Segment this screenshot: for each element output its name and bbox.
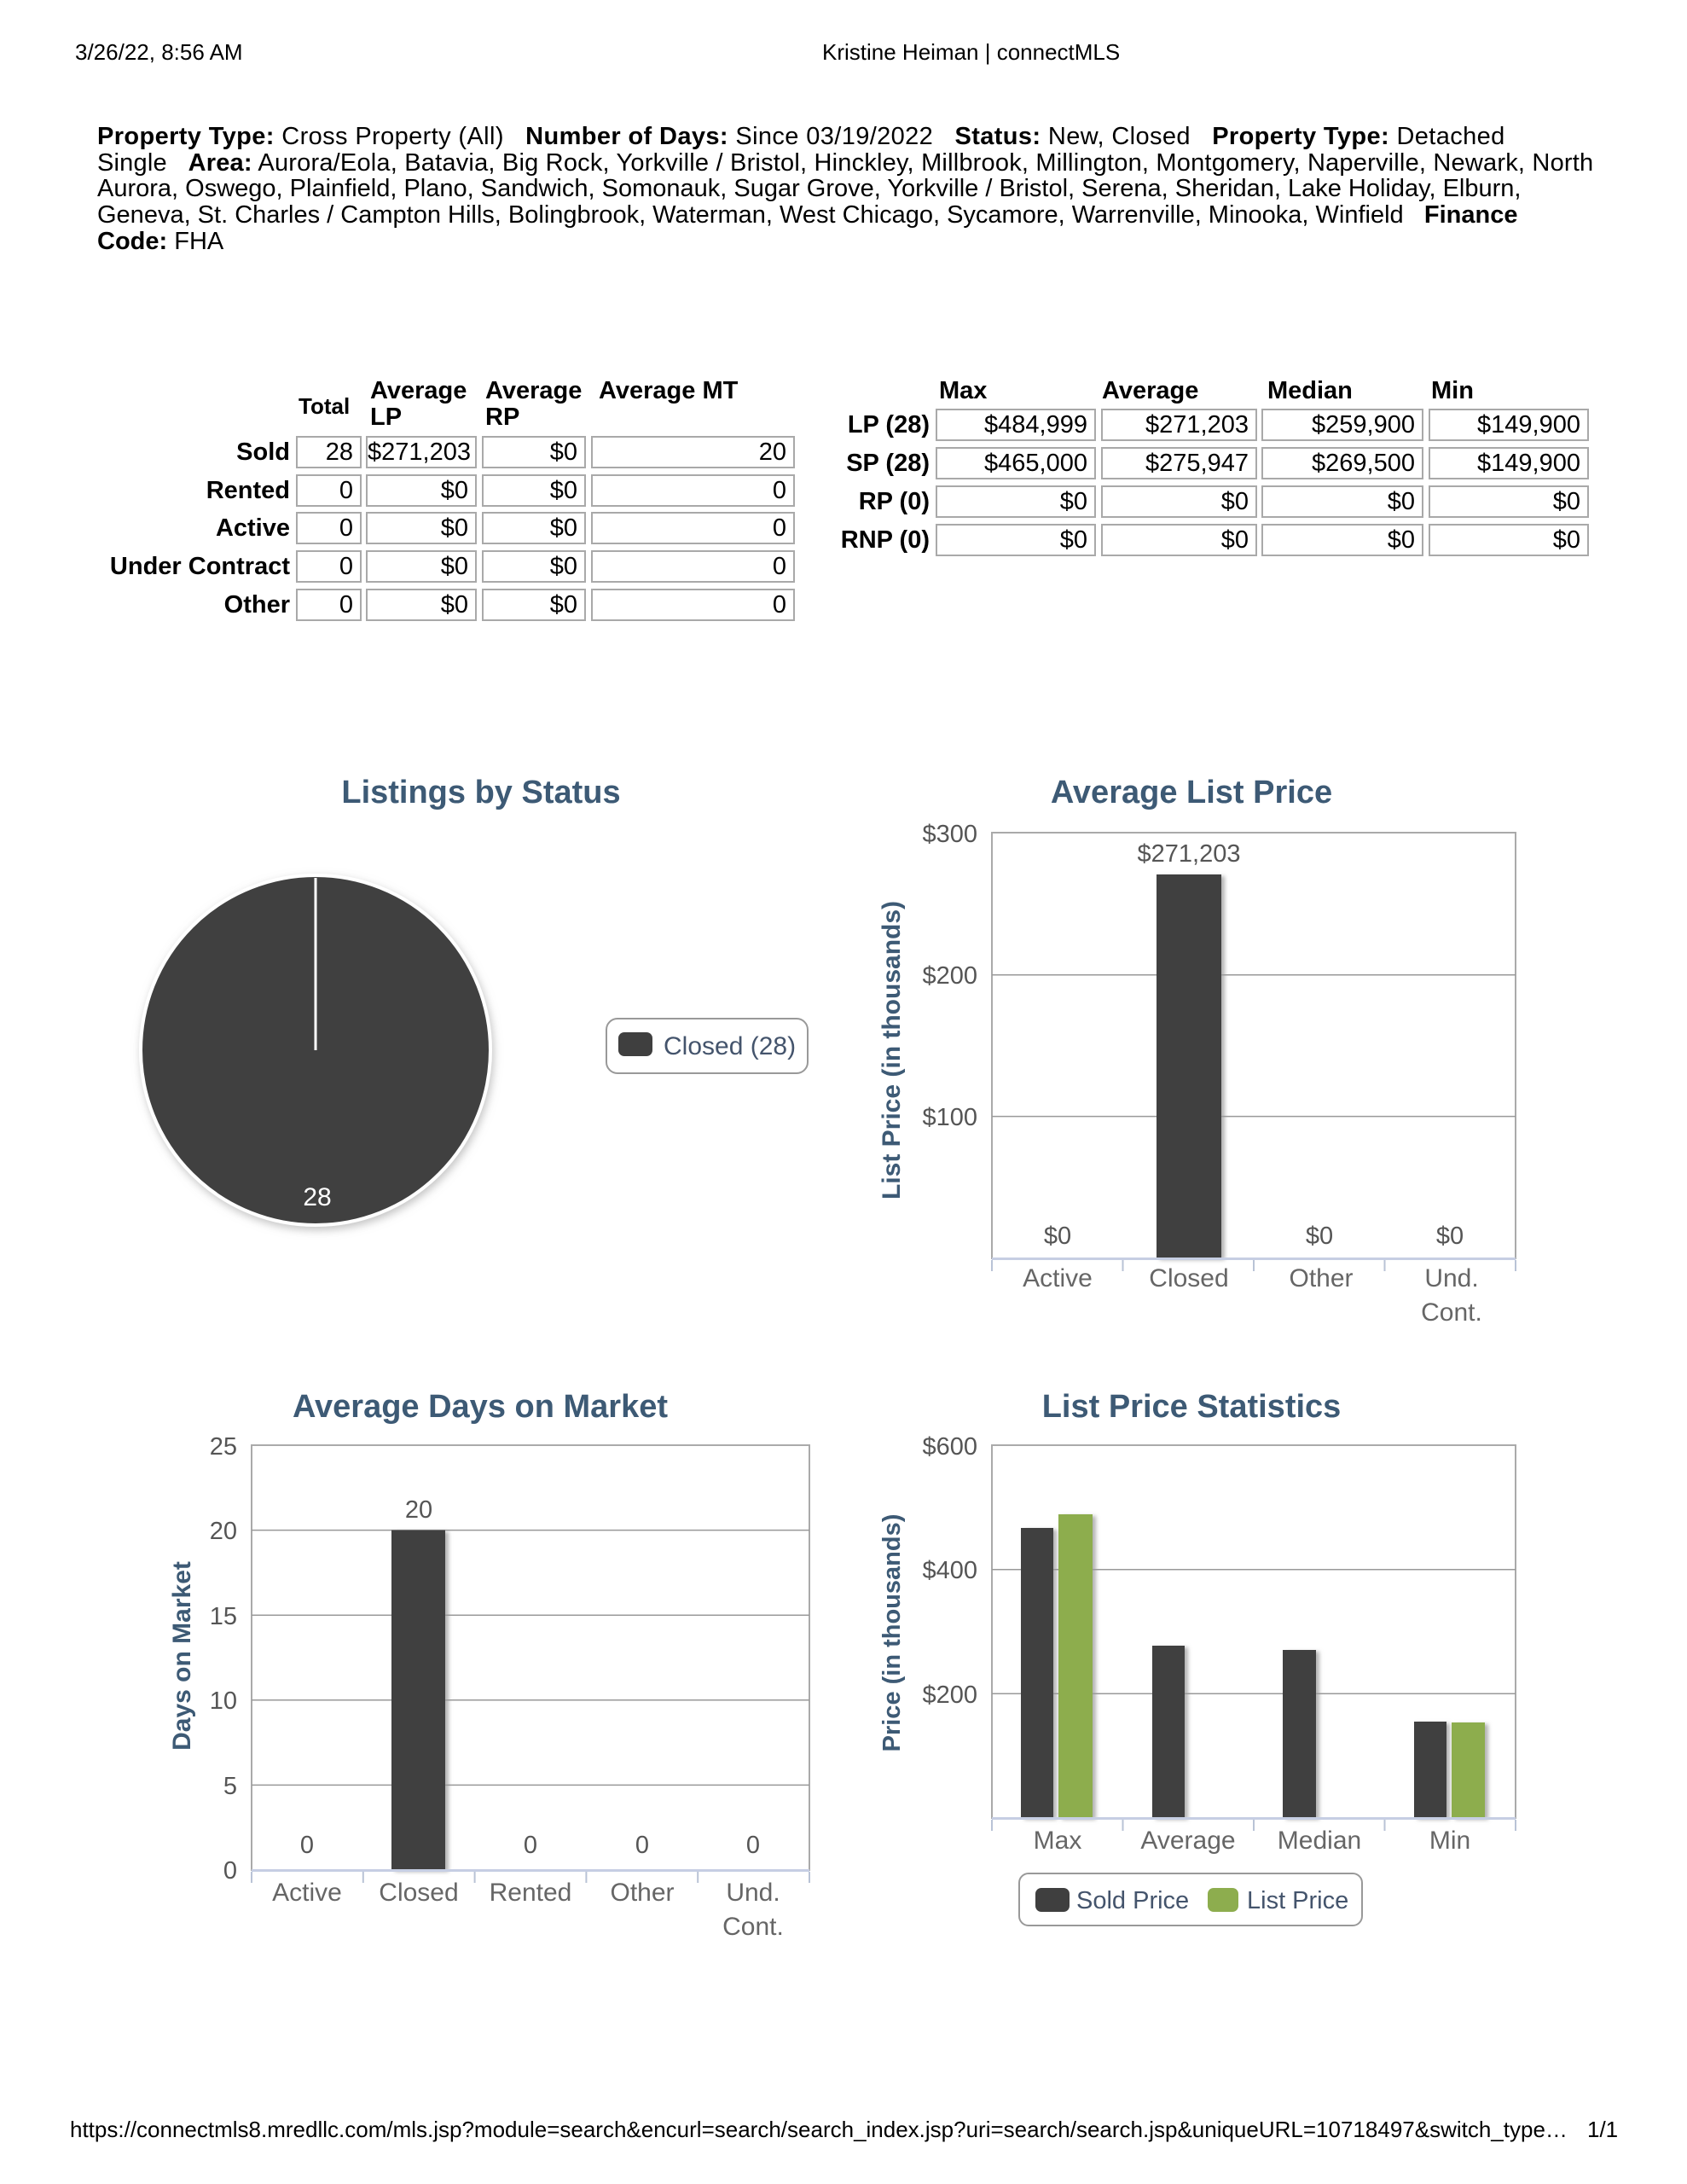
svg-text:10: 10 xyxy=(210,1687,237,1715)
svg-text:Cont.: Cont. xyxy=(1421,1298,1482,1327)
svg-text:0: 0 xyxy=(635,1832,649,1859)
svg-text:0: 0 xyxy=(524,1832,537,1859)
svg-text:List Price (in thousands): List Price (in thousands) xyxy=(878,901,906,1199)
svg-text:Und.: Und. xyxy=(1424,1264,1478,1292)
svg-text:0: 0 xyxy=(223,1857,237,1885)
svg-text:Closed: Closed xyxy=(379,1879,458,1907)
svg-text:25: 25 xyxy=(210,1433,237,1461)
svg-text:Rented: Rented xyxy=(490,1879,572,1907)
svg-text:$0: $0 xyxy=(1306,1223,1333,1250)
svg-text:Active: Active xyxy=(1023,1264,1093,1292)
svg-text:Closed: Closed xyxy=(1149,1264,1228,1292)
svg-text:$400: $400 xyxy=(922,1557,977,1584)
svg-text:15: 15 xyxy=(210,1603,237,1630)
svg-text:28: 28 xyxy=(303,1183,331,1211)
svg-text:$600: $600 xyxy=(922,1433,977,1461)
svg-text:Other: Other xyxy=(1289,1264,1353,1292)
svg-text:$100: $100 xyxy=(922,1104,977,1131)
svg-text:Days on Market: Days on Market xyxy=(168,1561,196,1751)
svg-text:0: 0 xyxy=(746,1832,760,1859)
svg-text:Other: Other xyxy=(610,1879,674,1907)
svg-text:Active: Active xyxy=(272,1879,342,1907)
svg-text:$200: $200 xyxy=(922,1682,977,1709)
svg-text:Average List Price: Average List Price xyxy=(1051,775,1332,810)
svg-text:$200: $200 xyxy=(922,962,977,990)
svg-text:Closed (28): Closed (28) xyxy=(664,1032,796,1060)
svg-text:List Price: List Price xyxy=(1247,1887,1348,1914)
svg-text:Und.: Und. xyxy=(726,1879,780,1907)
svg-text:Cont.: Cont. xyxy=(722,1913,784,1941)
svg-text:20: 20 xyxy=(210,1518,237,1545)
svg-text:Average Days on Market: Average Days on Market xyxy=(293,1389,668,1425)
svg-text:Sold Price: Sold Price xyxy=(1076,1887,1189,1914)
svg-text:Median: Median xyxy=(1278,1827,1361,1855)
svg-text:Min: Min xyxy=(1429,1827,1470,1855)
svg-text:$0: $0 xyxy=(1436,1223,1464,1250)
svg-text:$300: $300 xyxy=(922,821,977,848)
svg-text:20: 20 xyxy=(405,1496,432,1524)
svg-text:List Price Statistics: List Price Statistics xyxy=(1042,1389,1342,1425)
svg-text:$271,203: $271,203 xyxy=(1138,840,1241,868)
svg-text:Price (in thousands): Price (in thousands) xyxy=(878,1514,906,1752)
svg-text:5: 5 xyxy=(223,1773,237,1800)
svg-text:$0: $0 xyxy=(1044,1223,1071,1250)
svg-text:Max: Max xyxy=(1034,1827,1082,1855)
svg-text:0: 0 xyxy=(300,1832,314,1859)
svg-text:Listings by Status: Listings by Status xyxy=(341,775,620,810)
svg-text:Average: Average xyxy=(1140,1827,1235,1855)
